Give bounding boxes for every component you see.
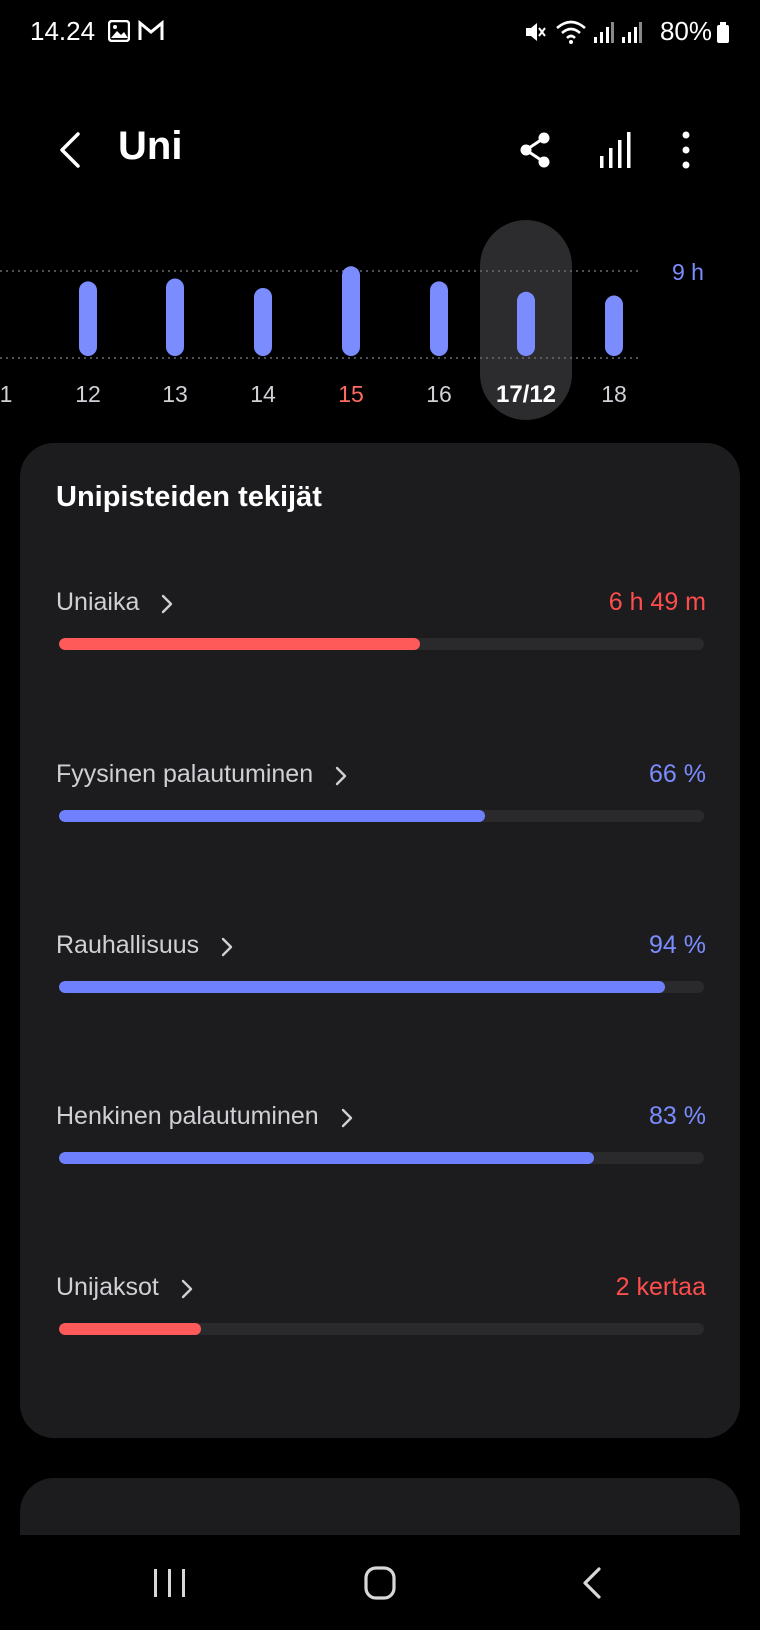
factor-label: Rauhallisuus xyxy=(56,931,200,959)
signal-icon xyxy=(592,20,614,49)
back-icon xyxy=(583,1567,601,1599)
chart-x-label[interactable]: 17/12 xyxy=(496,381,556,408)
factor-value: 2 kertaa xyxy=(615,1273,706,1301)
chart-x-label[interactable]: 16 xyxy=(426,381,452,407)
factor-row[interactable]: Uniaika 6 h 49 m xyxy=(56,588,706,688)
factor-label: Fyysinen palautuminen xyxy=(56,760,314,788)
progress-track xyxy=(59,1323,704,1335)
chart-x-label[interactable]: 12 xyxy=(75,381,101,407)
factor-value: 83 % xyxy=(649,1102,706,1130)
status-time: 14.24 xyxy=(30,16,96,46)
chart-x-label[interactable]: 14 xyxy=(250,381,276,407)
factor-value: 66 % xyxy=(649,760,706,788)
back-button[interactable] xyxy=(52,126,92,174)
factor-value: 6 h 49 m xyxy=(608,588,706,616)
factor-row[interactable]: Unijaksot 2 kertaa xyxy=(56,1273,706,1373)
image-icon xyxy=(107,19,131,47)
status-bar: 14.24 80% xyxy=(0,0,760,66)
chevron-right-icon xyxy=(341,1108,353,1128)
trends-button[interactable] xyxy=(594,126,638,174)
chevron-right-icon xyxy=(221,937,233,957)
chevron-right-icon xyxy=(161,594,173,614)
chart-x-label[interactable]: 18 xyxy=(601,381,627,407)
progress-fill xyxy=(59,638,421,650)
chart-bar[interactable] xyxy=(517,291,535,356)
chart-bar[interactable] xyxy=(254,288,272,356)
bar-chart-icon xyxy=(600,132,631,168)
factor-label: Henkinen palautuminen xyxy=(56,1102,319,1130)
reference-label: 9 h xyxy=(672,259,704,285)
factor-label: Uniaika xyxy=(56,588,140,616)
system-back-button[interactable] xyxy=(565,1563,625,1603)
progress-fill xyxy=(59,1323,201,1335)
sleep-chart-svg: 9 h 1 12 13 14 15 16 17/12 18 xyxy=(0,220,704,420)
recent-apps-button[interactable] xyxy=(140,1563,200,1603)
chevron-left-icon xyxy=(60,132,80,168)
chart-x-label[interactable]: 1 xyxy=(0,381,12,407)
home-button[interactable] xyxy=(350,1563,410,1603)
home-icon xyxy=(364,1566,396,1600)
chart-bar[interactable] xyxy=(166,278,184,356)
sleep-chart: 9 h 1 12 13 14 15 16 17/12 18 xyxy=(0,210,760,435)
factor-value: 94 % xyxy=(649,931,706,959)
navigation-bar xyxy=(0,1535,760,1630)
battery-icon xyxy=(716,22,730,49)
chart-x-label[interactable]: 13 xyxy=(162,381,188,407)
share-button[interactable] xyxy=(514,126,558,174)
progress-fill xyxy=(59,981,666,993)
factor-label: Unijaksot xyxy=(56,1273,159,1301)
factor-row[interactable]: Rauhallisuus 94 % xyxy=(56,931,706,1031)
chart-bar[interactable] xyxy=(79,281,97,356)
recent-apps-icon xyxy=(154,1569,185,1597)
chart-bar[interactable] xyxy=(342,266,360,356)
page-title: Uni xyxy=(118,124,183,168)
chart-bar[interactable] xyxy=(430,281,448,356)
chart-bar[interactable] xyxy=(605,295,623,356)
more-vertical-icon xyxy=(682,131,690,169)
chart-x-label[interactable]: 15 xyxy=(338,381,364,407)
app-header: Uni xyxy=(0,110,760,190)
chevron-right-icon xyxy=(335,766,347,786)
progress-fill xyxy=(59,810,485,822)
signal-icon xyxy=(620,20,642,49)
factor-row[interactable]: Fyysinen palautuminen 66 % xyxy=(56,760,706,860)
progress-track xyxy=(59,981,704,993)
progress-track xyxy=(59,810,704,822)
share-icon xyxy=(520,132,550,168)
progress-fill xyxy=(59,1152,595,1164)
progress-track xyxy=(59,638,704,650)
progress-track xyxy=(59,1152,704,1164)
mute-icon xyxy=(524,20,546,49)
gmail-icon xyxy=(138,19,164,47)
factor-row[interactable]: Henkinen palautuminen 83 % xyxy=(56,1102,706,1202)
chevron-right-icon xyxy=(181,1279,193,1299)
more-options-button[interactable] xyxy=(664,126,708,174)
battery-percent: 80% xyxy=(659,16,712,46)
card-title: Unipisteiden tekijät xyxy=(56,481,322,513)
sleep-factors-card: Unipisteiden tekijät Uniaika 6 h 49 m Fyys… xyxy=(20,443,740,1438)
wifi-icon xyxy=(555,20,587,49)
